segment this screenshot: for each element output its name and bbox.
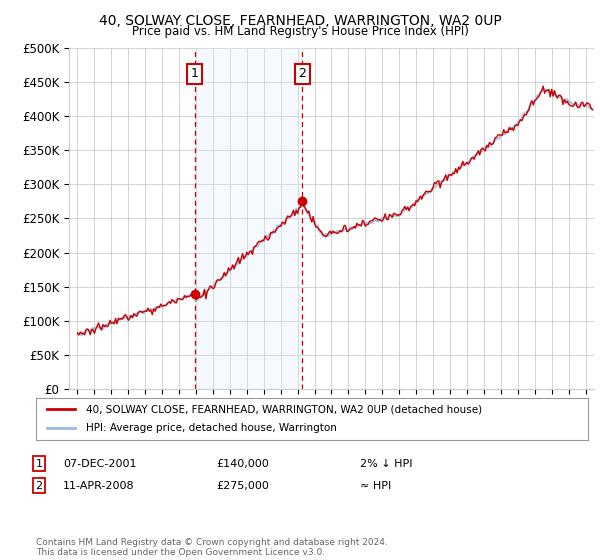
- Text: Contains HM Land Registry data © Crown copyright and database right 2024.
This d: Contains HM Land Registry data © Crown c…: [36, 538, 388, 557]
- Text: 2: 2: [35, 480, 43, 491]
- Text: Price paid vs. HM Land Registry's House Price Index (HPI): Price paid vs. HM Land Registry's House …: [131, 25, 469, 38]
- Text: 2: 2: [298, 67, 307, 80]
- Text: 40, SOLWAY CLOSE, FEARNHEAD, WARRINGTON, WA2 0UP: 40, SOLWAY CLOSE, FEARNHEAD, WARRINGTON,…: [98, 14, 502, 28]
- Text: £140,000: £140,000: [216, 459, 269, 469]
- Text: 11-APR-2008: 11-APR-2008: [63, 480, 134, 491]
- Text: ≈ HPI: ≈ HPI: [360, 480, 391, 491]
- Text: £275,000: £275,000: [216, 480, 269, 491]
- Text: 1: 1: [35, 459, 43, 469]
- Text: HPI: Average price, detached house, Warrington: HPI: Average price, detached house, Warr…: [86, 423, 337, 433]
- Bar: [194, 48, 302, 389]
- Text: 2% ↓ HPI: 2% ↓ HPI: [360, 459, 413, 469]
- Text: 40, SOLWAY CLOSE, FEARNHEAD, WARRINGTON, WA2 0UP (detached house): 40, SOLWAY CLOSE, FEARNHEAD, WARRINGTON,…: [86, 404, 482, 414]
- Text: 1: 1: [191, 67, 199, 80]
- Text: 07-DEC-2001: 07-DEC-2001: [63, 459, 137, 469]
